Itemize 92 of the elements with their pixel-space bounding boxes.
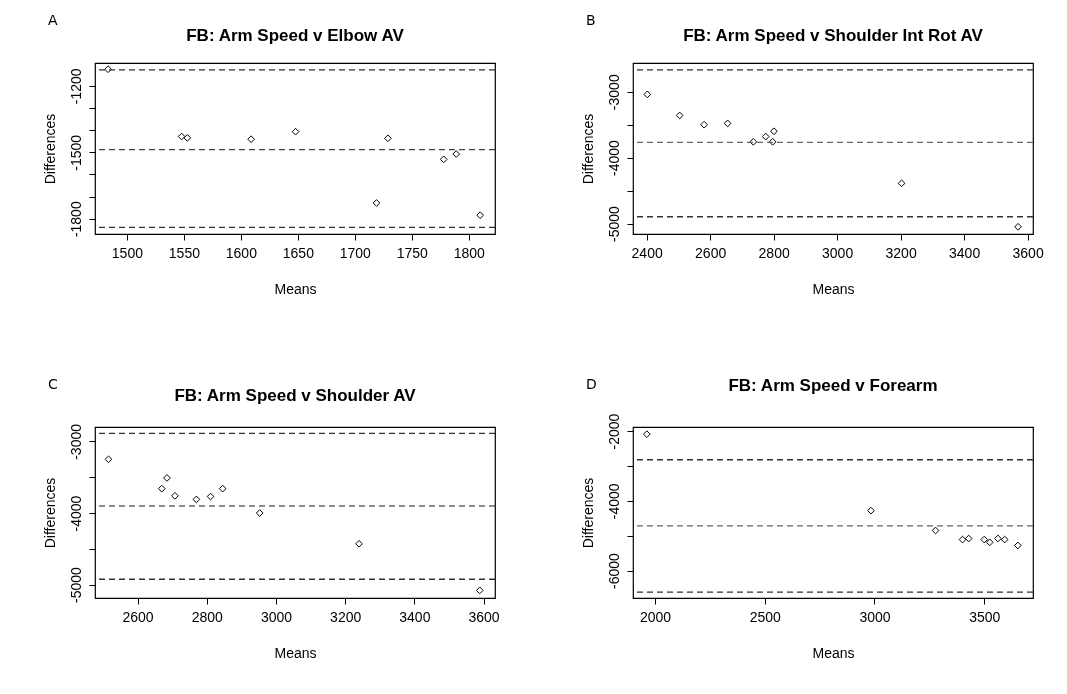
point — [255, 509, 264, 517]
x-tick-label: 2600 — [695, 244, 727, 261]
x-tick-label: 1800 — [453, 244, 486, 261]
point — [931, 526, 940, 535]
point — [163, 474, 171, 482]
point — [218, 484, 227, 493]
x-tick-label: 1700 — [339, 244, 372, 261]
point — [642, 430, 651, 439]
y-tick-label: -6000 — [605, 553, 622, 590]
point — [384, 134, 392, 143]
y-axis-title: Differences — [579, 477, 596, 549]
point — [700, 120, 708, 129]
point — [643, 90, 652, 99]
x-axis-title: Means — [274, 644, 317, 661]
point — [104, 455, 113, 464]
x-axis-title: Means — [274, 280, 317, 297]
chart-title: FB: Arm Speed v Elbow AV — [186, 26, 405, 45]
x-tick-label: 3400 — [399, 608, 431, 625]
text: B — [586, 12, 596, 28]
x-axis-title: Means — [812, 644, 855, 661]
x-tick-label: 1550 — [168, 244, 201, 261]
y-tick-label: -1200 — [67, 68, 84, 105]
point — [770, 127, 778, 136]
y-tick-label: -5000 — [605, 205, 622, 242]
text: A — [48, 12, 58, 28]
point — [247, 135, 255, 144]
point — [761, 132, 770, 141]
x-tick-label: 1600 — [225, 244, 258, 261]
x-tick-label: 2800 — [758, 244, 790, 261]
point — [675, 111, 684, 120]
text: C — [48, 376, 58, 392]
x-tick-label: 3500 — [969, 608, 1001, 625]
point — [867, 506, 875, 515]
chart-title: FB: Arm Speed v Forearm — [728, 376, 938, 396]
y-tick-label: -2000 — [605, 413, 622, 450]
y-tick-label: -3000 — [67, 423, 84, 460]
point — [475, 586, 484, 595]
point — [985, 538, 994, 547]
y-tick-label: -4000 — [605, 483, 622, 520]
y-tick-label: -4000 — [67, 495, 84, 532]
text: D — [586, 376, 597, 392]
point — [958, 535, 967, 544]
x-tick-label: 3400 — [949, 244, 981, 261]
chart-title: FB: Arm Speed v Shoulder AV — [174, 386, 417, 406]
point — [177, 132, 186, 141]
point — [355, 539, 363, 548]
x-tick-label: 3000 — [859, 608, 891, 625]
point — [291, 127, 300, 136]
y-tick-label: -5000 — [67, 567, 84, 604]
y-tick-label: -4000 — [605, 140, 622, 177]
point — [476, 211, 485, 220]
point — [171, 491, 179, 500]
point — [452, 150, 461, 158]
chart-title: FB: Arm Speed v Shoulder Int Rot AV — [683, 26, 984, 45]
y-axis-title: Differences — [579, 113, 596, 185]
y-axis-title: Differences — [41, 477, 58, 549]
point — [157, 484, 166, 493]
x-axis-title: Means — [812, 280, 855, 297]
point — [206, 492, 215, 501]
x-tick-label: 2800 — [191, 608, 224, 625]
point — [897, 179, 906, 188]
x-tick-label: 3600 — [468, 608, 500, 625]
point — [723, 119, 732, 128]
x-tick-label: 1500 — [111, 244, 144, 261]
y-tick-label: -1800 — [67, 201, 84, 238]
point — [1014, 222, 1022, 231]
point — [1014, 541, 1022, 550]
x-tick-label: 3200 — [330, 608, 362, 625]
x-tick-label: 2600 — [122, 608, 154, 625]
x-tick-label: 3000 — [822, 244, 854, 261]
x-tick-label: 3000 — [260, 608, 293, 625]
point — [994, 534, 1002, 543]
x-tick-label: 2000 — [639, 608, 672, 625]
x-tick-label: 2400 — [631, 244, 663, 261]
point — [768, 137, 777, 146]
x-tick-label: 3600 — [1012, 244, 1044, 261]
y-tick-label: -1500 — [67, 134, 84, 171]
point — [964, 534, 973, 543]
point — [183, 134, 192, 142]
x-tick-label: 1750 — [396, 244, 429, 261]
x-tick-label: 1650 — [282, 244, 315, 261]
point — [104, 65, 112, 74]
point — [749, 137, 758, 146]
point — [439, 155, 448, 164]
point — [1000, 535, 1009, 544]
point — [372, 199, 381, 207]
x-tick-label: 3200 — [885, 244, 917, 261]
point — [192, 495, 201, 504]
x-tick-label: 2500 — [749, 608, 781, 625]
y-axis-title: Differences — [41, 113, 58, 185]
y-tick-label: -3000 — [605, 74, 622, 111]
point — [980, 535, 989, 544]
